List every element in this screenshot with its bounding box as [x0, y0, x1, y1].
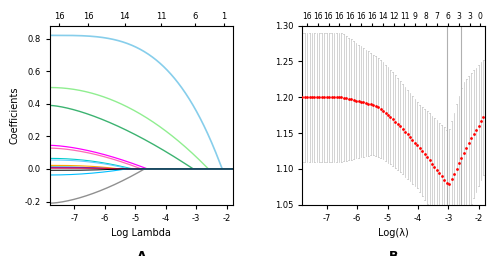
Point: [350, 98, 358, 102]
Point: [328, 95, 336, 99]
Point: [354, 99, 362, 103]
Point: [386, 115, 394, 119]
Point: [418, 149, 426, 153]
Point: [394, 122, 402, 126]
Point: [384, 113, 392, 117]
Point: [379, 109, 387, 113]
Point: [438, 174, 446, 178]
Point: [357, 100, 365, 104]
Point: [298, 95, 306, 99]
Point: [308, 95, 316, 99]
Point: [442, 181, 450, 185]
Point: [470, 132, 478, 136]
Point: [345, 97, 353, 101]
Point: [452, 166, 460, 170]
Point: [450, 172, 458, 176]
Point: [423, 155, 431, 159]
Point: [340, 96, 348, 100]
Point: [360, 100, 368, 104]
Point: [433, 168, 441, 172]
Point: [440, 178, 448, 182]
Text: A: A: [136, 250, 146, 256]
Point: [338, 95, 345, 99]
Point: [460, 151, 468, 155]
X-axis label: Log Lambda: Log Lambda: [112, 228, 172, 238]
Point: [428, 162, 436, 166]
Point: [342, 96, 350, 100]
Point: [445, 182, 453, 186]
Point: [458, 156, 466, 160]
X-axis label: Log(λ): Log(λ): [378, 228, 409, 238]
Point: [474, 124, 482, 128]
Point: [362, 101, 370, 105]
Point: [465, 141, 473, 145]
Point: [330, 95, 338, 99]
Point: [316, 95, 324, 99]
Point: [414, 143, 422, 147]
Point: [320, 95, 328, 99]
Point: [448, 177, 456, 181]
Point: [318, 95, 326, 99]
Point: [398, 127, 406, 131]
Point: [467, 136, 475, 141]
Point: [396, 124, 404, 129]
Point: [306, 95, 314, 99]
Point: [322, 95, 330, 99]
Point: [303, 95, 311, 99]
Text: B: B: [389, 250, 398, 256]
Point: [406, 135, 414, 139]
Point: [300, 95, 308, 99]
Point: [416, 146, 424, 150]
Point: [477, 119, 485, 123]
Point: [364, 101, 372, 105]
Point: [411, 141, 419, 145]
Point: [472, 128, 480, 132]
Point: [436, 171, 444, 175]
Point: [426, 158, 434, 163]
Point: [376, 107, 384, 111]
Point: [455, 161, 463, 165]
Point: [404, 132, 411, 136]
Point: [392, 120, 400, 124]
Point: [347, 98, 355, 102]
Point: [325, 95, 333, 99]
Point: [389, 117, 397, 121]
Point: [313, 95, 321, 99]
Point: [352, 99, 360, 103]
Point: [430, 165, 438, 169]
Point: [310, 95, 318, 99]
Point: [480, 115, 488, 119]
Point: [408, 138, 416, 142]
Point: [401, 130, 409, 134]
Point: [335, 95, 343, 99]
Point: [420, 152, 428, 156]
Point: [367, 102, 375, 106]
Point: [462, 146, 470, 150]
Point: [372, 104, 380, 108]
Point: [332, 95, 340, 99]
Point: [382, 111, 390, 115]
Point: [374, 105, 382, 109]
Y-axis label: Coefficients: Coefficients: [10, 87, 20, 144]
Point: [370, 103, 378, 107]
